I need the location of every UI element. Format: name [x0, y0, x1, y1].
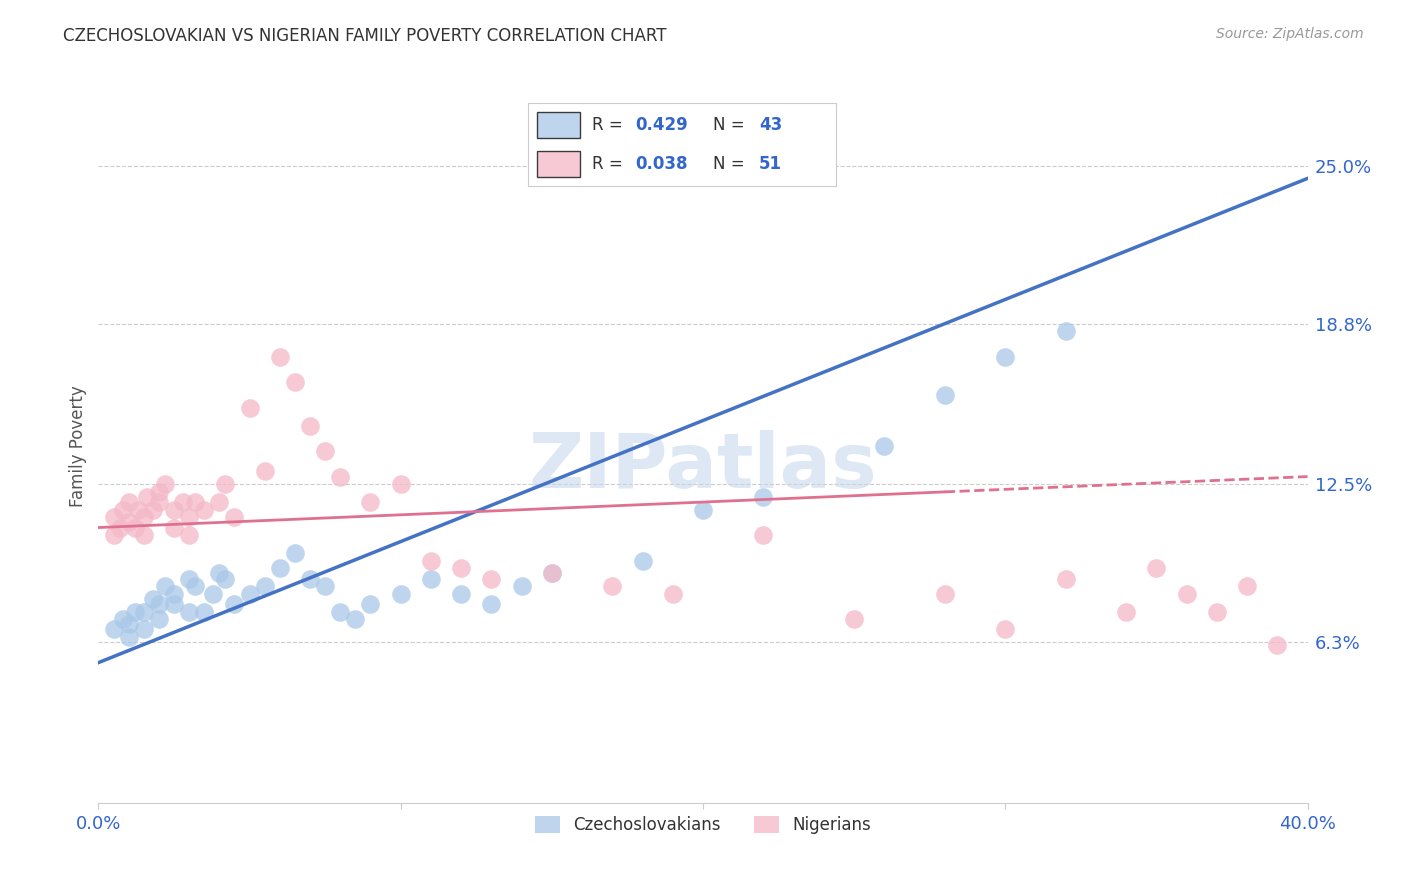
Point [934, 587, 956, 601]
Point [253, 465, 276, 479]
Point [132, 623, 155, 637]
Y-axis label: Family Poverty: Family Poverty [69, 385, 87, 507]
Point [184, 495, 207, 509]
Point [224, 597, 246, 611]
Point [299, 572, 322, 586]
Point [540, 566, 562, 581]
Point [132, 528, 155, 542]
Point [389, 477, 412, 491]
Point [1236, 579, 1258, 593]
Text: ZIPatlas: ZIPatlas [529, 431, 877, 504]
Point [118, 630, 141, 644]
Point [142, 502, 165, 516]
Point [540, 566, 562, 581]
Point [103, 510, 125, 524]
Point [111, 502, 134, 516]
Point [172, 495, 194, 509]
Point [1115, 605, 1137, 619]
Point [214, 477, 236, 491]
Point [844, 612, 866, 626]
Legend: Czechoslovakians, Nigerians: Czechoslovakians, Nigerians [529, 809, 877, 841]
Text: Source: ZipAtlas.com: Source: ZipAtlas.com [1216, 27, 1364, 41]
Point [142, 591, 165, 606]
Point [314, 444, 336, 458]
Point [193, 605, 215, 619]
Point [269, 561, 291, 575]
Point [153, 579, 176, 593]
Point [163, 587, 186, 601]
Point [163, 520, 186, 534]
Point [752, 528, 775, 542]
Point [179, 528, 201, 542]
Point [389, 587, 412, 601]
Point [179, 605, 201, 619]
Point [103, 528, 125, 542]
Point [1054, 324, 1077, 338]
Text: CZECHOSLOVAKIAN VS NIGERIAN FAMILY POVERTY CORRELATION CHART: CZECHOSLOVAKIAN VS NIGERIAN FAMILY POVER… [63, 27, 666, 45]
Point [360, 495, 382, 509]
Point [994, 350, 1017, 364]
Point [208, 495, 231, 509]
Point [239, 587, 262, 601]
Point [239, 401, 262, 415]
Point [224, 510, 246, 524]
Point [124, 520, 146, 534]
Point [111, 612, 134, 626]
Point [124, 605, 146, 619]
Point [314, 579, 336, 593]
Point [163, 502, 186, 516]
Point [1144, 561, 1167, 575]
Point [692, 502, 714, 516]
Point [135, 490, 157, 504]
Point [132, 510, 155, 524]
Point [1175, 587, 1198, 601]
Point [148, 495, 170, 509]
Point [420, 554, 443, 568]
Point [269, 350, 291, 364]
Point [153, 477, 176, 491]
Point [132, 605, 155, 619]
Point [148, 612, 170, 626]
Point [148, 597, 170, 611]
Point [1054, 572, 1077, 586]
Point [108, 520, 131, 534]
Point [752, 490, 775, 504]
Point [253, 579, 276, 593]
Point [118, 516, 141, 530]
Point [127, 502, 149, 516]
Point [481, 572, 503, 586]
Point [202, 587, 225, 601]
Point [103, 623, 125, 637]
Point [420, 572, 443, 586]
Point [481, 597, 503, 611]
Point [661, 587, 683, 601]
Point [510, 579, 533, 593]
Point [360, 597, 382, 611]
Point [329, 469, 352, 483]
Point [284, 546, 307, 560]
Point [631, 554, 654, 568]
Point [193, 502, 215, 516]
Point [284, 376, 307, 390]
Point [1206, 605, 1229, 619]
Point [118, 617, 141, 632]
Point [148, 484, 170, 499]
Point [299, 418, 322, 433]
Point [450, 587, 472, 601]
Point [208, 566, 231, 581]
Point [873, 439, 896, 453]
Point [329, 605, 352, 619]
Point [184, 579, 207, 593]
Point [934, 388, 956, 402]
Point [994, 623, 1017, 637]
Point [214, 572, 236, 586]
Point [118, 495, 141, 509]
Point [602, 579, 624, 593]
Point [344, 612, 367, 626]
Point [450, 561, 472, 575]
Point [179, 572, 201, 586]
Point [1267, 638, 1289, 652]
Point [163, 597, 186, 611]
Point [179, 510, 201, 524]
